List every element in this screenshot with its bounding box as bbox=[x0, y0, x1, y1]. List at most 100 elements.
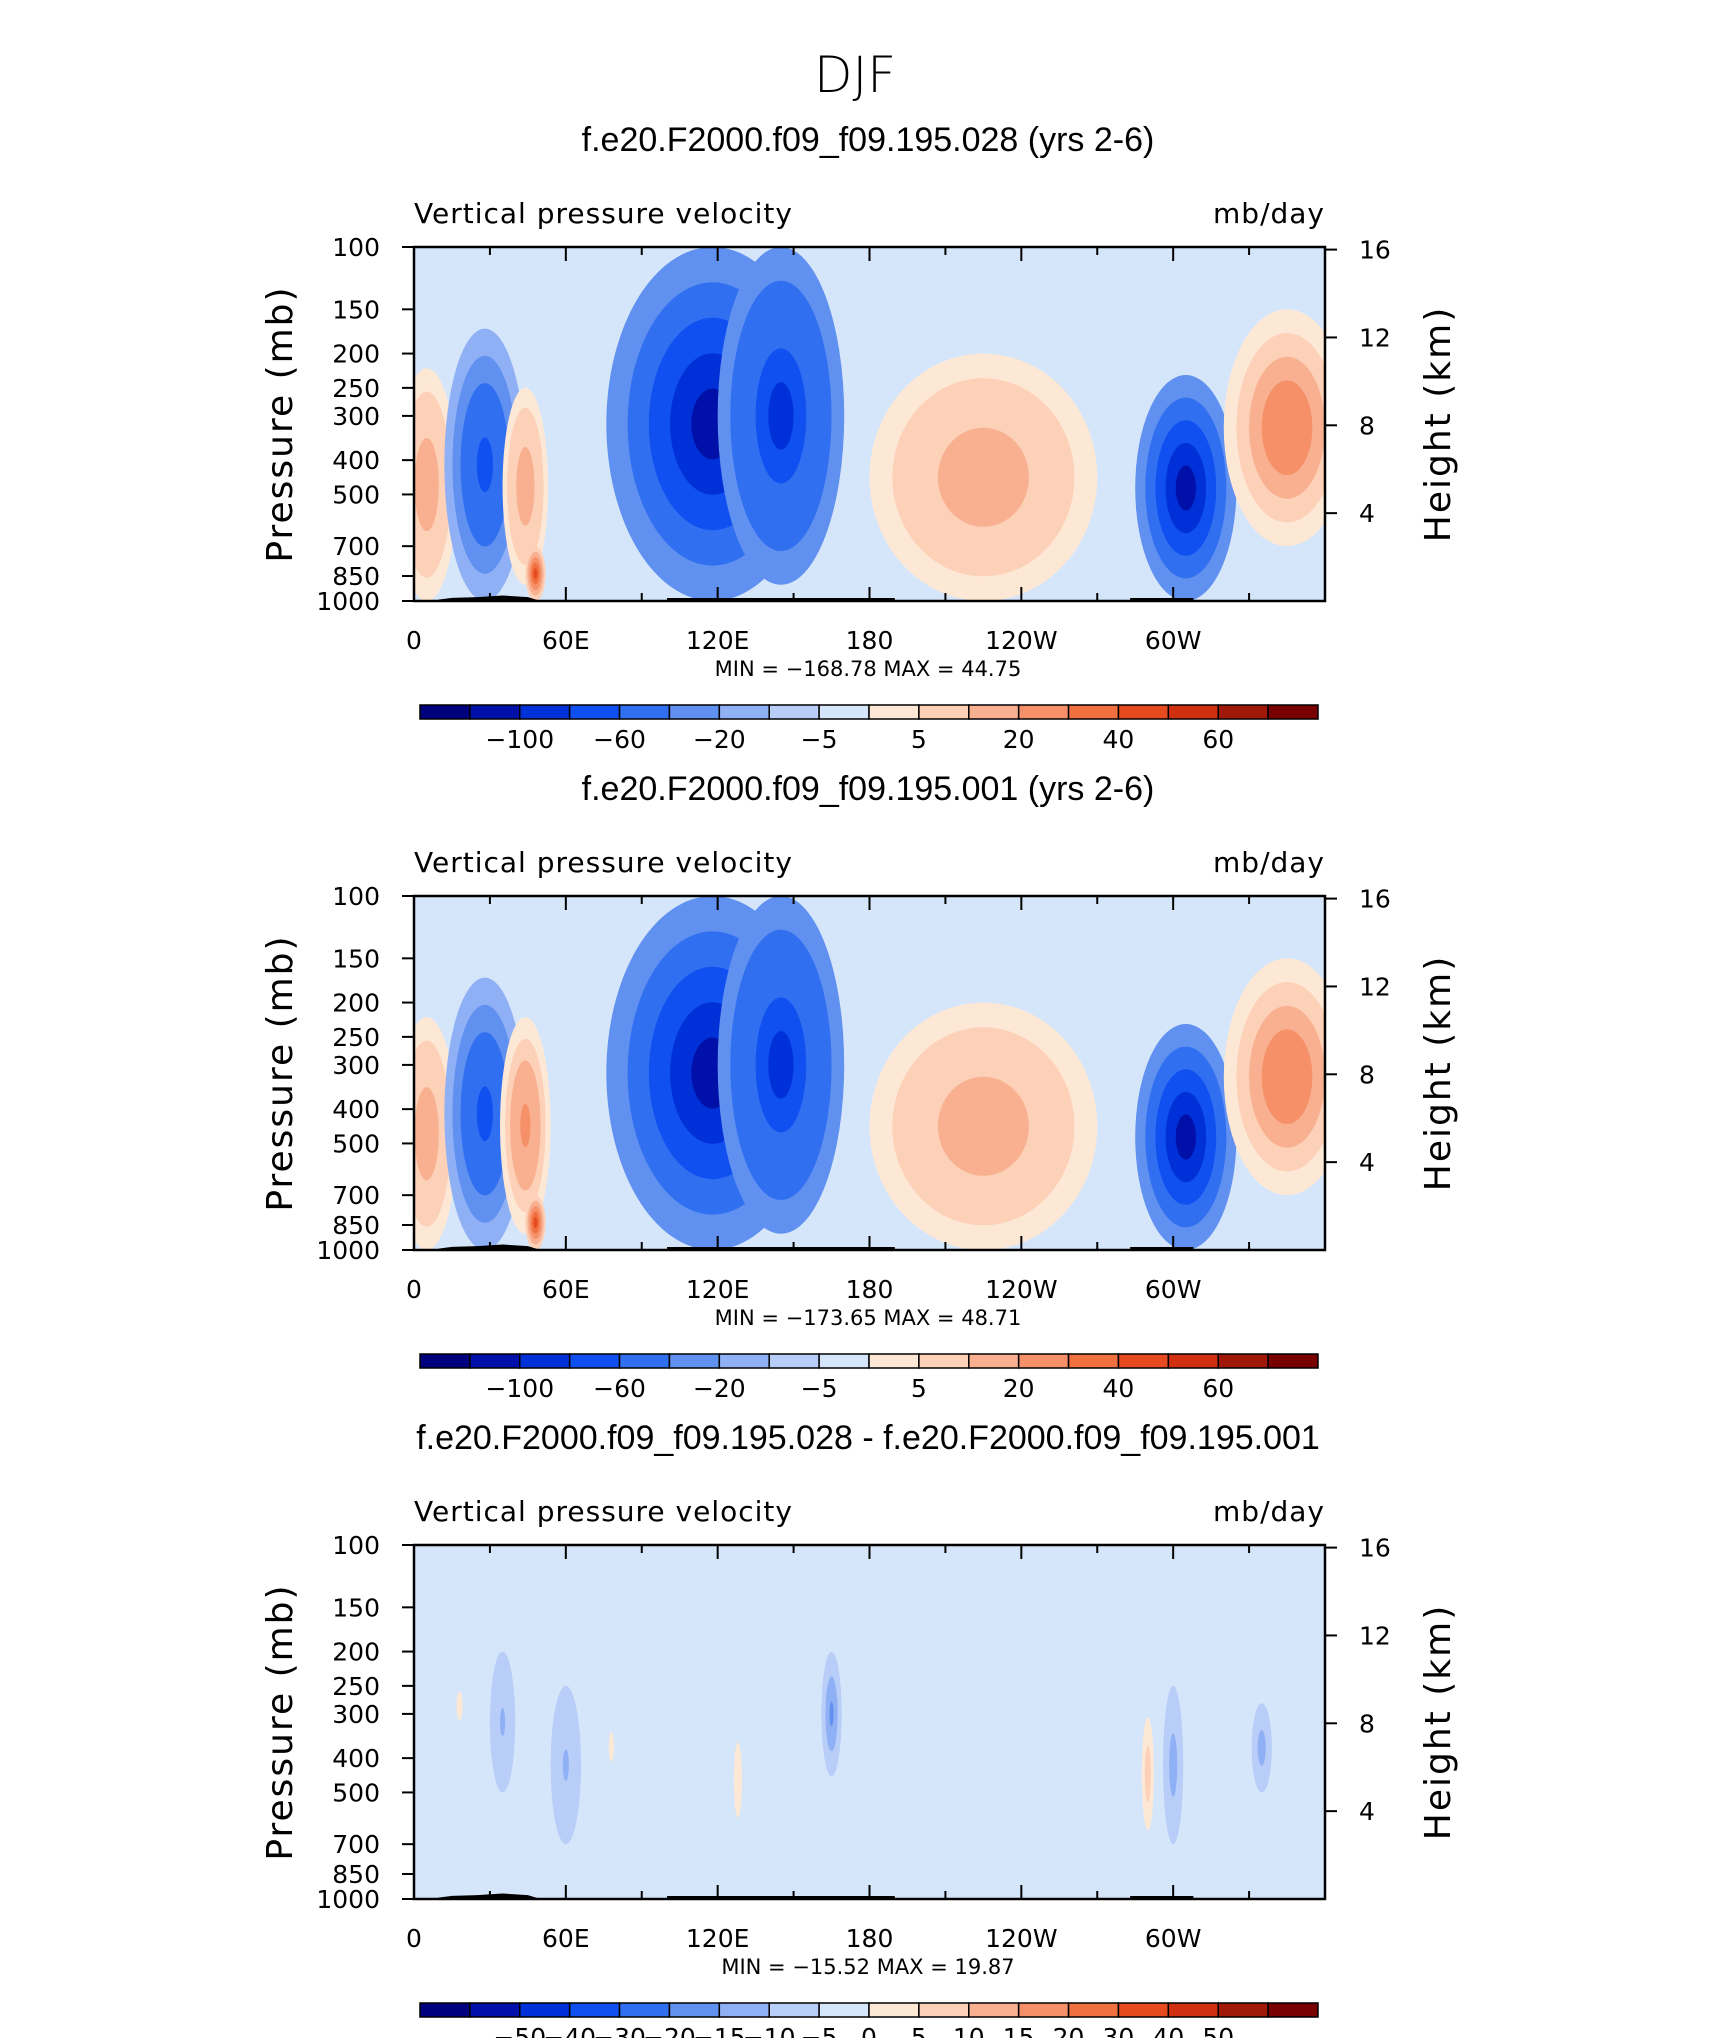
colorbar-label: 60 bbox=[1202, 725, 1234, 754]
x-tick-label: 180 bbox=[846, 1275, 894, 1304]
colorbar-swatch bbox=[1067, 1353, 1120, 1369]
contour-region bbox=[960, 452, 1007, 503]
y-tick-label: 700 bbox=[332, 1830, 380, 1859]
contour-region bbox=[1259, 1738, 1264, 1757]
colorbar-swatch bbox=[718, 704, 770, 720]
colorbar-label: 10 bbox=[953, 2023, 985, 2038]
x-tick-label: 120W bbox=[985, 1924, 1057, 1953]
y2-tick-label: 4 bbox=[1359, 1797, 1375, 1826]
contour-region bbox=[768, 382, 794, 450]
contour-region bbox=[520, 466, 530, 507]
contour-field bbox=[414, 247, 1325, 601]
y2-tick-label: 12 bbox=[1359, 972, 1391, 1001]
y-tick-label: 500 bbox=[332, 1129, 380, 1158]
contour-region bbox=[476, 1086, 493, 1142]
y-tick-label: 850 bbox=[332, 1860, 380, 1889]
colorbar-swatch bbox=[818, 704, 870, 720]
x-tick-label: 60W bbox=[1145, 626, 1202, 655]
x-tick-label: 60E bbox=[542, 1924, 590, 1953]
y-tick-label: 100 bbox=[332, 1531, 380, 1560]
colorbar-swatch bbox=[1167, 2002, 1219, 2018]
colorbar-swatch bbox=[469, 2002, 521, 2018]
colorbar-label: 40 bbox=[1152, 2023, 1184, 2038]
colorbar-swatch bbox=[519, 2002, 571, 2018]
contour-region bbox=[1274, 404, 1300, 452]
y-axis-title: Pressure (mb) bbox=[260, 934, 301, 1211]
colorbar-label: 5 bbox=[911, 2023, 927, 2038]
y-tick-label: 250 bbox=[332, 1672, 380, 1701]
y-tick-label: 150 bbox=[332, 295, 380, 324]
colorbar-swatch bbox=[519, 1353, 571, 1369]
colorbar-swatch bbox=[1067, 2002, 1120, 2018]
colorbar-label: 30 bbox=[1103, 2023, 1135, 2038]
colorbar-label: −5 bbox=[801, 2023, 838, 2038]
colorbar-swatch bbox=[718, 1353, 770, 1369]
x-tick-label: 120W bbox=[985, 1275, 1057, 1304]
topography bbox=[1130, 1247, 1194, 1250]
y-tick-label: 250 bbox=[332, 1023, 380, 1052]
figure-title: DJF bbox=[814, 46, 896, 104]
colorbar-swatch bbox=[419, 1353, 471, 1369]
contour-region bbox=[533, 1217, 538, 1229]
y-axis-title: Pressure (mb) bbox=[260, 285, 301, 562]
y-tick-label: 100 bbox=[332, 233, 380, 262]
x-tick-label: 120E bbox=[686, 1275, 750, 1304]
colorbar-swatch bbox=[1267, 704, 1319, 720]
colorbar-swatch bbox=[1117, 704, 1170, 720]
panel-title: f.e20.F2000.f09_f09.195.028 - f.e20.F200… bbox=[416, 1419, 1320, 1457]
y-tick-label: 1000 bbox=[316, 587, 380, 616]
contour-region bbox=[1175, 465, 1196, 511]
colorbar-swatch bbox=[668, 704, 721, 720]
contour-region bbox=[1274, 1053, 1300, 1101]
colorbar-swatch bbox=[1017, 1353, 1070, 1369]
colorbar-label: −5 bbox=[801, 1374, 838, 1403]
y2-tick-label: 4 bbox=[1359, 1148, 1375, 1177]
colorbar-label: 40 bbox=[1103, 725, 1135, 754]
colorbar-swatch bbox=[868, 1353, 920, 1369]
y-tick-label: 400 bbox=[332, 1744, 380, 1773]
colorbar-swatch bbox=[618, 704, 671, 720]
colorbar-label: −100 bbox=[485, 1374, 554, 1403]
y2-tick-label: 12 bbox=[1359, 323, 1391, 352]
colorbar-swatch bbox=[1217, 2002, 1269, 2018]
colorbar-swatch bbox=[918, 1353, 970, 1369]
colorbar-swatch bbox=[469, 1353, 521, 1369]
y-tick-label: 700 bbox=[332, 532, 380, 561]
contour-region bbox=[1175, 1114, 1196, 1160]
colorbar-swatch bbox=[1167, 704, 1219, 720]
colorbar-swatch bbox=[768, 1353, 820, 1369]
contour-region bbox=[735, 1761, 740, 1799]
y2-tick-label: 16 bbox=[1359, 1534, 1391, 1563]
y-axis-title: Pressure (mb) bbox=[260, 1583, 301, 1860]
colorbar-label: 60 bbox=[1202, 1374, 1234, 1403]
colorbar-label: −10 bbox=[743, 2023, 796, 2038]
x-tick-label: 0 bbox=[406, 626, 422, 655]
colorbar-swatch bbox=[568, 2002, 621, 2018]
field-background bbox=[414, 1545, 1325, 1899]
y-tick-label: 850 bbox=[332, 1211, 380, 1240]
y-tick-label: 300 bbox=[332, 1051, 380, 1080]
colorbar-swatch bbox=[918, 2002, 970, 2018]
y2-tick-label: 8 bbox=[1359, 1060, 1375, 1089]
colorbar-label: −20 bbox=[693, 725, 746, 754]
colorbar-label: −60 bbox=[593, 1374, 646, 1403]
y-tick-label: 200 bbox=[332, 1638, 380, 1667]
colorbar-swatch bbox=[718, 2002, 770, 2018]
x-tick-label: 0 bbox=[406, 1924, 422, 1953]
y-tick-label: 400 bbox=[332, 446, 380, 475]
colorbar-label: −40 bbox=[543, 2023, 596, 2038]
contour-region bbox=[420, 461, 433, 508]
panel-title: f.e20.F2000.f09_f09.195.001 (yrs 2-6) bbox=[582, 770, 1155, 808]
y2-axis-title: Height (km) bbox=[1418, 306, 1459, 542]
y-tick-label: 300 bbox=[332, 402, 380, 431]
contour-region bbox=[533, 568, 538, 580]
y-tick-label: 1000 bbox=[316, 1236, 380, 1265]
y-tick-label: 500 bbox=[332, 480, 380, 509]
contour-region bbox=[829, 1701, 834, 1727]
y-tick-label: 300 bbox=[332, 1700, 380, 1729]
colorbar-swatch bbox=[1017, 704, 1070, 720]
colorbar-swatch bbox=[918, 704, 970, 720]
contour-field bbox=[414, 896, 1325, 1250]
colorbar-label: −15 bbox=[693, 2023, 746, 2038]
y-tick-label: 200 bbox=[332, 340, 380, 369]
